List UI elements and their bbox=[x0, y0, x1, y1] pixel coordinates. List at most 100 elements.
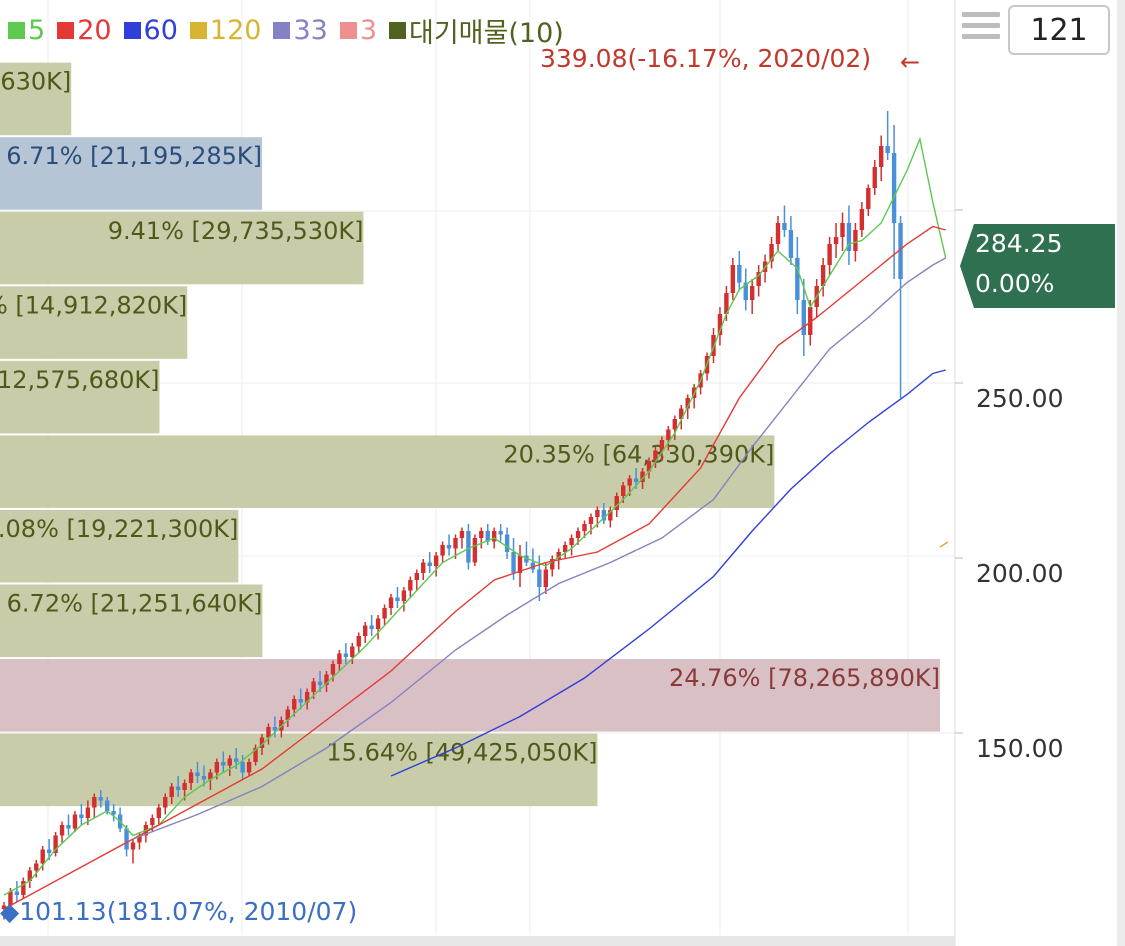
volume-profile-label: 6.08% [19,221,300K] bbox=[0, 515, 238, 543]
candle-body bbox=[66, 825, 71, 829]
candle-body bbox=[388, 597, 394, 608]
candle-body bbox=[466, 531, 471, 563]
candle-body bbox=[859, 209, 865, 230]
candle-body bbox=[853, 230, 858, 251]
candle-body bbox=[795, 258, 800, 300]
legend-label: 3 bbox=[359, 14, 377, 46]
candle-body bbox=[885, 146, 890, 153]
legend-item[interactable]: 33 bbox=[273, 15, 328, 46]
legend-item[interactable]: 120 bbox=[189, 15, 261, 46]
candle-body bbox=[111, 811, 116, 815]
candle-body bbox=[621, 485, 626, 496]
candle-body bbox=[775, 223, 781, 244]
candle-body bbox=[240, 762, 245, 773]
candle-body bbox=[685, 398, 690, 409]
volume-profile-label: 6.71% [21,195,285K] bbox=[6, 142, 262, 170]
candle-body bbox=[556, 552, 561, 559]
candle-body bbox=[246, 762, 252, 773]
candle-body bbox=[562, 545, 568, 552]
moving-averages bbox=[3, 136, 949, 910]
candle-body bbox=[408, 580, 413, 591]
menu-icon[interactable] bbox=[962, 12, 1000, 48]
candle-body bbox=[221, 762, 226, 766]
candle-body bbox=[453, 538, 458, 549]
legend-swatch bbox=[339, 21, 357, 39]
candle-body bbox=[14, 891, 20, 895]
candle-body bbox=[517, 555, 523, 573]
volume-profile-bar bbox=[0, 659, 940, 732]
candle-body bbox=[375, 618, 381, 629]
candle-body bbox=[640, 471, 645, 482]
candle-body bbox=[788, 230, 794, 258]
legend-item[interactable]: 3 bbox=[339, 14, 377, 46]
legend-swatch bbox=[189, 21, 207, 39]
candle-body bbox=[504, 534, 510, 552]
candle-body bbox=[382, 608, 387, 619]
candle-body bbox=[588, 517, 594, 524]
candle-body bbox=[433, 555, 439, 566]
candle-body bbox=[92, 797, 97, 808]
legend-item[interactable]: 5 bbox=[8, 15, 45, 46]
legend-swatch bbox=[389, 21, 406, 39]
volume-profile-label: 3.98% [12,575,680K] bbox=[0, 366, 159, 394]
candle-body bbox=[646, 461, 652, 472]
candle-body bbox=[85, 807, 91, 818]
ma-line-33 bbox=[132, 257, 947, 840]
candle-body bbox=[79, 814, 84, 818]
candle-body bbox=[34, 863, 39, 871]
candle-body bbox=[330, 664, 336, 675]
candle-body bbox=[498, 531, 503, 535]
candle-body bbox=[27, 870, 32, 881]
candle-body bbox=[201, 776, 207, 780]
legend-swatch bbox=[123, 21, 141, 39]
candle-body bbox=[350, 646, 355, 657]
low-price-label: ◆101.13(181.07%, 2010/07) bbox=[0, 897, 358, 926]
candle-body bbox=[659, 440, 665, 451]
volume-profile-label: 15.64% [49,425,050K] bbox=[326, 739, 597, 767]
candle-body bbox=[743, 282, 748, 300]
candle-body bbox=[98, 797, 103, 801]
candle-body bbox=[72, 814, 78, 829]
legend-item[interactable]: 20 bbox=[57, 15, 112, 46]
candle-body bbox=[679, 408, 684, 419]
candle-body bbox=[59, 825, 65, 836]
candle-body bbox=[653, 450, 658, 461]
candle-body bbox=[150, 818, 155, 825]
legend-item[interactable]: 60 bbox=[123, 15, 178, 46]
y-tick-label: 250.00 bbox=[976, 384, 1063, 413]
candle-body bbox=[891, 153, 897, 223]
current-change: 0.00% bbox=[975, 269, 1055, 298]
volume-profile: 1.63% [5,139,630K] 6.71% [21,195,285K] 9.4… bbox=[0, 62, 940, 807]
legend: 5 20 60 120 33 3 대기매물(10) bbox=[8, 11, 576, 50]
candle-body bbox=[227, 758, 232, 766]
legend-swatch bbox=[57, 21, 75, 39]
y-tick-label: 150.00 bbox=[976, 734, 1063, 763]
y-axis: 150.00 200.00 250.00 bbox=[955, 209, 1063, 763]
volume-profile-label: 24.76% [78,265,890K] bbox=[669, 664, 940, 692]
candle-body bbox=[1, 905, 7, 909]
candle-body bbox=[266, 727, 271, 738]
candle-body bbox=[730, 265, 736, 293]
candle-body bbox=[8, 891, 13, 906]
candle-body bbox=[633, 478, 639, 482]
candle-body bbox=[401, 590, 407, 601]
candle-body bbox=[395, 597, 400, 601]
candle-body bbox=[369, 625, 374, 629]
volume-profile-bar bbox=[0, 62, 72, 136]
candle-body bbox=[608, 510, 613, 521]
candle-body bbox=[182, 783, 187, 790]
candle-body bbox=[156, 807, 161, 818]
candle-body bbox=[530, 562, 536, 570]
candle-body bbox=[169, 786, 174, 797]
candle-body bbox=[827, 244, 832, 265]
legend-item[interactable]: 대기매물(10) bbox=[389, 11, 564, 50]
legend-label: 5 bbox=[28, 14, 46, 46]
candle-body bbox=[259, 737, 265, 748]
candle-body bbox=[672, 419, 677, 430]
candle-body bbox=[130, 842, 136, 850]
candle-body bbox=[317, 681, 323, 685]
candle-body bbox=[304, 692, 310, 703]
period-input[interactable]: 121 bbox=[1008, 5, 1110, 55]
scrollbar[interactable] bbox=[1117, 0, 1125, 946]
